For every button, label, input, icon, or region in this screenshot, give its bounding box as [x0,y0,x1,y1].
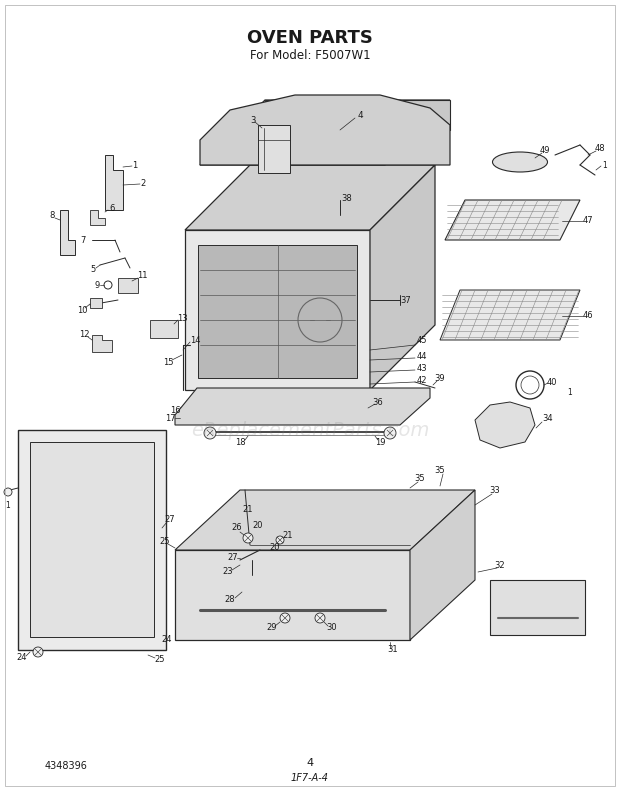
Text: 12: 12 [79,330,89,339]
Polygon shape [60,210,75,255]
Text: For Model: F5007W1: For Model: F5007W1 [250,48,370,62]
Text: 19: 19 [374,437,385,446]
Text: 2: 2 [140,179,146,187]
Bar [30,442,154,637]
Polygon shape [185,165,435,230]
Text: 1: 1 [603,161,608,169]
Circle shape [315,613,325,623]
Text: 14: 14 [190,335,200,345]
Bar [150,320,178,338]
Polygon shape [105,155,123,210]
Text: 9: 9 [94,281,100,290]
Polygon shape [475,402,535,448]
Text: 34: 34 [542,414,553,422]
Text: 10: 10 [77,305,87,315]
Text: 1: 1 [568,388,572,396]
Text: 46: 46 [583,311,593,320]
Text: 35: 35 [435,465,445,475]
Text: 31: 31 [388,645,398,654]
Bar [18,430,166,650]
Polygon shape [445,200,580,240]
Bar [490,580,585,635]
Circle shape [384,427,396,439]
Text: 30: 30 [327,623,337,633]
Polygon shape [175,490,475,550]
Text: 16: 16 [170,406,180,414]
Text: 35: 35 [415,474,425,483]
Text: 7: 7 [81,236,86,244]
Text: 13: 13 [177,313,187,323]
Text: 37: 37 [401,296,412,305]
Text: 5: 5 [91,266,95,274]
Polygon shape [198,245,357,378]
Text: 8: 8 [50,210,55,219]
Circle shape [204,427,216,439]
Text: 45: 45 [417,335,427,345]
Text: 20: 20 [253,521,264,531]
Circle shape [280,613,290,623]
Text: 21: 21 [243,505,253,514]
Text: 4348396: 4348396 [45,761,88,771]
Text: 25: 25 [155,656,166,664]
Text: 27: 27 [228,554,238,562]
Circle shape [276,536,284,544]
Polygon shape [410,490,475,640]
Text: 38: 38 [342,194,352,202]
Text: 36: 36 [373,398,383,407]
Circle shape [4,488,12,496]
Text: 40: 40 [547,377,557,387]
Text: 4: 4 [306,758,314,768]
Text: 1: 1 [6,501,11,509]
Polygon shape [175,550,410,640]
Polygon shape [370,165,435,390]
Text: OVEN PARTS: OVEN PARTS [247,29,373,47]
Ellipse shape [492,152,547,172]
Text: 1: 1 [133,161,138,169]
Polygon shape [90,210,105,225]
Text: 39: 39 [435,373,445,383]
Text: 26: 26 [232,524,242,532]
Bar [118,278,138,293]
Text: 33: 33 [490,486,500,494]
Text: 18: 18 [235,437,246,446]
Polygon shape [175,388,430,425]
Text: 4: 4 [357,111,363,119]
Polygon shape [92,335,112,352]
Text: 24: 24 [162,635,172,645]
Text: 42: 42 [417,376,427,384]
Polygon shape [200,100,450,165]
Text: 47: 47 [583,215,593,225]
Circle shape [33,647,43,657]
Circle shape [243,533,253,543]
Text: 49: 49 [540,146,550,154]
Text: 29: 29 [267,623,277,633]
Text: 27: 27 [165,516,175,524]
Polygon shape [185,230,370,390]
Polygon shape [440,290,580,340]
Text: 20: 20 [270,543,280,552]
Text: 6: 6 [109,203,115,213]
Text: 21: 21 [283,532,293,540]
Text: eReplacementParts.com: eReplacementParts.com [191,421,429,440]
Text: 11: 11 [137,271,148,281]
Text: 48: 48 [595,143,605,153]
Text: 25: 25 [160,538,171,547]
Text: 24: 24 [17,653,27,663]
Text: 43: 43 [417,364,427,373]
Bar [90,298,102,308]
Text: 15: 15 [162,358,173,366]
Polygon shape [200,95,450,165]
Text: 28: 28 [224,596,236,604]
Text: 17: 17 [165,414,175,422]
Text: 3: 3 [250,115,255,124]
Text: 23: 23 [223,567,233,577]
Text: 32: 32 [495,561,505,570]
Bar [258,125,290,173]
Text: 44: 44 [417,351,427,361]
Polygon shape [265,100,450,130]
Text: 1F7-A-4: 1F7-A-4 [291,773,329,783]
